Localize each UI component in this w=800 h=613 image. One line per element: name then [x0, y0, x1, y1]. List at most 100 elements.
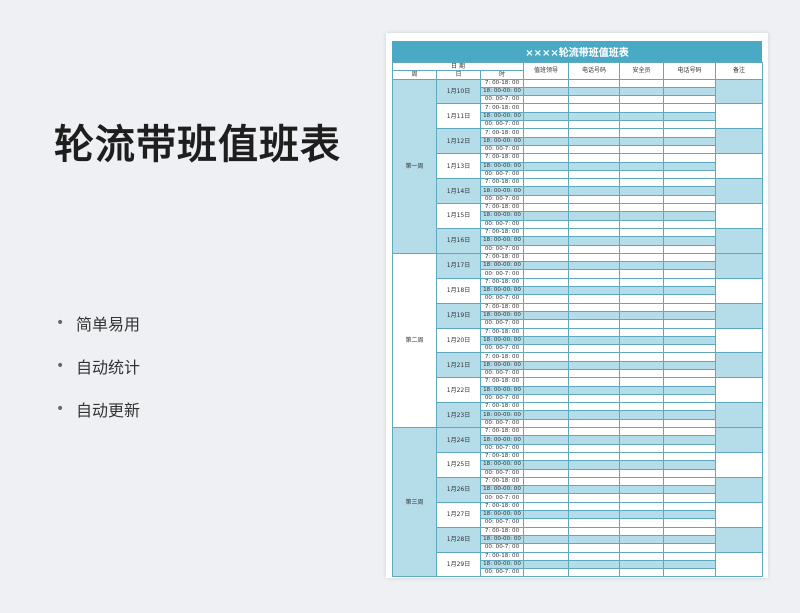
duty-cell[interactable]	[663, 136, 717, 146]
duty-cell[interactable]	[663, 252, 717, 263]
duty-cell[interactable]	[663, 128, 717, 138]
duty-cell[interactable]	[523, 178, 570, 188]
duty-cell[interactable]	[568, 485, 621, 495]
duty-cell[interactable]	[619, 277, 665, 288]
duty-cell[interactable]	[619, 568, 665, 578]
duty-cell[interactable]	[568, 244, 621, 254]
remark-cell[interactable]	[715, 327, 764, 354]
duty-cell[interactable]	[568, 95, 621, 105]
duty-cell[interactable]	[663, 360, 717, 371]
duty-cell[interactable]	[523, 269, 570, 279]
duty-cell[interactable]	[663, 551, 717, 561]
duty-cell[interactable]	[568, 310, 621, 321]
remark-cell[interactable]	[715, 402, 764, 429]
duty-cell[interactable]	[663, 476, 717, 487]
duty-cell[interactable]	[523, 227, 570, 238]
duty-cell[interactable]	[523, 476, 570, 487]
duty-cell[interactable]	[619, 393, 665, 404]
duty-cell[interactable]	[523, 559, 570, 570]
duty-cell[interactable]	[523, 128, 570, 138]
duty-cell[interactable]	[523, 219, 570, 229]
duty-cell[interactable]	[568, 468, 621, 478]
remark-cell[interactable]	[715, 78, 764, 105]
remark-cell[interactable]	[715, 526, 764, 553]
duty-cell[interactable]	[619, 161, 665, 171]
duty-cell[interactable]	[568, 418, 621, 429]
duty-cell[interactable]	[619, 510, 665, 520]
duty-cell[interactable]	[619, 476, 665, 487]
duty-cell[interactable]	[523, 203, 570, 213]
duty-cell[interactable]	[663, 211, 717, 221]
remark-cell[interactable]	[715, 501, 764, 528]
duty-cell[interactable]	[619, 178, 665, 188]
duty-cell[interactable]	[663, 451, 717, 462]
duty-cell[interactable]	[663, 111, 717, 122]
duty-cell[interactable]	[568, 435, 621, 445]
duty-cell[interactable]	[568, 344, 621, 354]
duty-cell[interactable]	[523, 534, 570, 545]
duty-cell[interactable]	[568, 86, 621, 97]
duty-cell[interactable]	[619, 327, 665, 337]
duty-cell[interactable]	[619, 194, 665, 205]
duty-cell[interactable]	[523, 418, 570, 429]
duty-cell[interactable]	[568, 111, 621, 122]
remark-cell[interactable]	[715, 427, 764, 453]
duty-cell[interactable]	[523, 501, 570, 512]
duty-cell[interactable]	[568, 368, 621, 379]
duty-cell[interactable]	[568, 211, 621, 221]
duty-cell[interactable]	[568, 410, 621, 420]
duty-cell[interactable]	[619, 310, 665, 321]
duty-cell[interactable]	[523, 468, 570, 478]
duty-cell[interactable]	[619, 427, 665, 437]
duty-cell[interactable]	[568, 327, 621, 337]
duty-cell[interactable]	[619, 410, 665, 420]
duty-cell[interactable]	[663, 435, 717, 445]
duty-cell[interactable]	[568, 377, 621, 387]
duty-cell[interactable]	[663, 302, 717, 312]
duty-cell[interactable]	[663, 269, 717, 279]
duty-cell[interactable]	[523, 543, 570, 553]
duty-cell[interactable]	[663, 501, 717, 512]
duty-cell[interactable]	[568, 120, 621, 130]
duty-cell[interactable]	[568, 128, 621, 138]
duty-cell[interactable]	[523, 302, 570, 312]
duty-cell[interactable]	[663, 244, 717, 254]
duty-cell[interactable]	[663, 261, 717, 271]
duty-cell[interactable]	[663, 153, 717, 163]
duty-cell[interactable]	[619, 269, 665, 279]
duty-cell[interactable]	[523, 344, 570, 354]
duty-cell[interactable]	[619, 377, 665, 387]
duty-cell[interactable]	[619, 360, 665, 371]
duty-cell[interactable]	[663, 559, 717, 570]
duty-cell[interactable]	[619, 103, 665, 113]
duty-cell[interactable]	[568, 103, 621, 113]
duty-cell[interactable]	[663, 393, 717, 404]
duty-cell[interactable]	[619, 319, 665, 329]
duty-cell[interactable]	[568, 136, 621, 146]
duty-cell[interactable]	[523, 95, 570, 105]
duty-cell[interactable]	[619, 111, 665, 122]
duty-cell[interactable]	[663, 227, 717, 238]
duty-cell[interactable]	[523, 169, 570, 180]
duty-cell[interactable]	[523, 485, 570, 495]
duty-cell[interactable]	[523, 360, 570, 371]
duty-cell[interactable]	[523, 319, 570, 329]
duty-cell[interactable]	[619, 468, 665, 478]
duty-cell[interactable]	[619, 352, 665, 362]
duty-cell[interactable]	[619, 418, 665, 429]
remark-cell[interactable]	[715, 277, 764, 304]
duty-cell[interactable]	[568, 219, 621, 229]
duty-cell[interactable]	[663, 352, 717, 362]
duty-cell[interactable]	[568, 203, 621, 213]
duty-cell[interactable]	[523, 236, 570, 246]
duty-cell[interactable]	[523, 451, 570, 462]
duty-cell[interactable]	[568, 252, 621, 263]
duty-cell[interactable]	[523, 161, 570, 171]
duty-cell[interactable]	[568, 493, 621, 503]
duty-cell[interactable]	[619, 335, 665, 346]
duty-cell[interactable]	[619, 86, 665, 97]
duty-cell[interactable]	[568, 186, 621, 196]
duty-cell[interactable]	[523, 111, 570, 122]
duty-cell[interactable]	[619, 543, 665, 553]
duty-cell[interactable]	[523, 368, 570, 379]
